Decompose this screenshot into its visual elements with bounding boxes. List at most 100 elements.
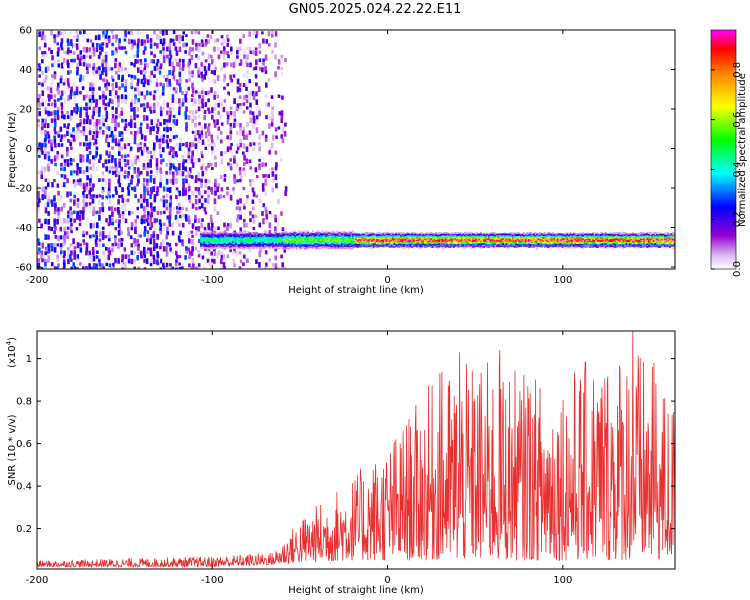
heat-cell — [136, 155, 140, 160]
heat-cell — [137, 266, 140, 269]
heat-cell — [191, 87, 195, 92]
heat-cell — [66, 146, 69, 153]
heat-cell — [208, 235, 211, 238]
heat-cell — [203, 234, 206, 237]
heat-cell — [79, 50, 83, 55]
heat-cell — [593, 236, 596, 239]
heat-cell — [185, 91, 189, 95]
heat-cell — [590, 237, 593, 240]
heat-cell — [252, 94, 256, 101]
heat-cell — [542, 243, 545, 246]
heat-cell — [89, 258, 93, 263]
heat-cell — [428, 235, 431, 238]
heat-cell — [171, 250, 175, 255]
heat-cell — [366, 240, 369, 243]
heat-cell — [480, 241, 483, 244]
heat-cell — [72, 135, 76, 141]
heat-cell — [323, 244, 326, 247]
heat-cell — [60, 90, 64, 96]
heat-cell — [178, 170, 181, 176]
heat-cell — [536, 240, 539, 243]
heat-cell — [130, 107, 133, 112]
heat-cell — [208, 130, 211, 137]
heat-cell — [81, 75, 85, 82]
heat-cell — [564, 247, 567, 250]
heat-cell — [587, 234, 590, 237]
heat-cell — [153, 150, 156, 156]
heat-cell — [292, 246, 295, 249]
heat-cell — [159, 38, 163, 45]
heat-cell — [371, 243, 374, 246]
heat-cell — [264, 174, 267, 178]
heat-cell — [49, 111, 53, 116]
heat-cell — [114, 142, 118, 147]
heat-cell — [480, 232, 483, 235]
heat-cell — [152, 102, 156, 109]
heat-cell — [377, 232, 380, 235]
heat-cell — [584, 237, 587, 240]
heat-cell — [260, 236, 263, 239]
heat-cell — [144, 58, 147, 63]
heat-cell — [153, 206, 156, 212]
heat-cell — [79, 243, 82, 247]
heat-cell — [57, 31, 61, 36]
heat-cell — [260, 234, 263, 237]
heat-cell — [374, 242, 377, 245]
heat-cell — [127, 190, 131, 196]
heat-cell — [336, 244, 339, 247]
heat-cell — [262, 58, 265, 63]
heat-cell — [66, 162, 70, 167]
heat-cell — [305, 245, 308, 248]
heat-cell — [384, 237, 387, 240]
heat-cell — [188, 71, 191, 76]
heat-cell — [436, 236, 439, 239]
heat-cell — [593, 243, 596, 246]
heat-cell — [166, 242, 169, 246]
heat-cell — [267, 78, 271, 82]
heat-cell — [345, 240, 348, 243]
heat-cell — [60, 42, 63, 48]
heat-cell — [465, 232, 468, 235]
heat-cell — [213, 142, 216, 147]
heat-cell — [53, 99, 57, 103]
heat-cell — [396, 241, 399, 244]
heat-cell — [204, 258, 207, 264]
heat-cell — [60, 250, 63, 256]
heat-cell — [550, 233, 553, 236]
heat-cell — [91, 155, 95, 160]
heat-cell — [79, 118, 83, 125]
heat-cell — [123, 262, 127, 267]
heat-cell — [636, 236, 639, 239]
heat-cell — [190, 158, 194, 164]
heat-cell — [299, 245, 302, 248]
heat-cell — [363, 232, 366, 235]
heat-cell — [297, 233, 300, 236]
heat-cell — [382, 240, 385, 243]
heat-cell — [155, 78, 159, 83]
heat-cell — [115, 115, 118, 120]
heat-cell — [171, 62, 175, 68]
heat-cell — [353, 244, 356, 247]
heat-cell — [360, 245, 363, 248]
heat-cell — [136, 67, 140, 74]
heat-cell — [451, 238, 454, 241]
heat-cell — [53, 34, 56, 39]
heat-cell — [143, 70, 147, 75]
heat-cell — [628, 240, 631, 243]
heat-cell — [63, 90, 67, 95]
heat-cell — [63, 63, 66, 67]
heat-cell — [603, 246, 606, 249]
heat-cell — [203, 267, 207, 269]
heat-cell — [424, 236, 427, 239]
heat-cell — [464, 231, 467, 234]
heat-cell — [476, 232, 479, 235]
heat-cell — [414, 240, 417, 243]
heat-cell — [264, 250, 268, 255]
heat-cell — [56, 86, 59, 92]
heat-cell — [143, 258, 146, 263]
heat-cell — [165, 78, 168, 82]
heat-cell — [236, 50, 239, 55]
heat-cell — [560, 240, 563, 243]
heat-cell — [553, 236, 556, 239]
heat-cell — [53, 223, 56, 229]
